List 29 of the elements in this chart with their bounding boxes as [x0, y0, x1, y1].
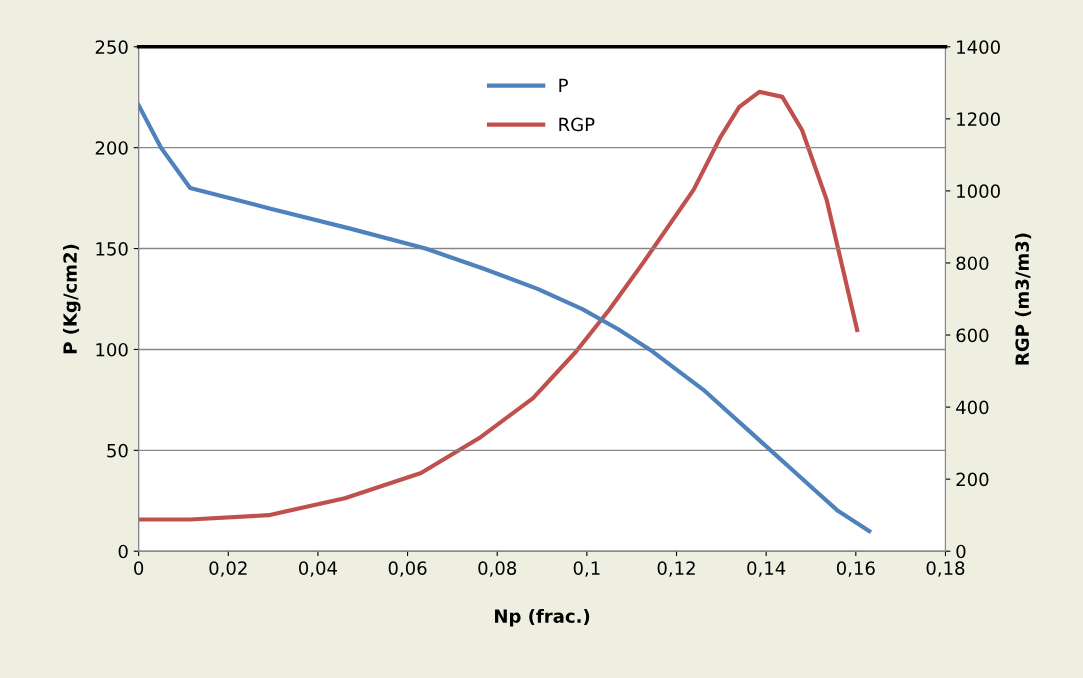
y2-tick-label: 1200	[957, 112, 1000, 126]
y2-axis-title: RGP (m3/m3)	[1015, 233, 1032, 365]
x-tick-label: 0,04	[299, 561, 338, 577]
x-tick-label: 0,14	[747, 561, 786, 577]
y-tick-label: 150	[96, 242, 128, 256]
x-tick-label: 0,08	[478, 561, 517, 577]
y2-tick-label: 800	[956, 256, 989, 271]
x-axis-title: Np (frac.)	[495, 608, 590, 627]
y-tick-label: 50	[107, 443, 128, 458]
y-tick-label: 100	[96, 342, 128, 357]
y-tick-label: 200	[95, 141, 128, 155]
x-tick-label: 0,18	[926, 561, 965, 577]
legend-label: P	[559, 78, 568, 92]
legend-label: RGP	[559, 117, 595, 132]
y2-tick-label: 1400	[957, 40, 1000, 54]
y-tick-label: 250	[95, 40, 128, 54]
y2-tick-label: 1000	[957, 184, 1000, 199]
y-tick-label: 0	[118, 544, 128, 559]
y-axis-title: P (Kg/cm2)	[62, 244, 81, 354]
y2-tick-label: 0	[956, 544, 966, 559]
y2-tick-label: 400	[956, 400, 989, 415]
y2-tick-label: 600	[956, 328, 989, 343]
x-tick-label: 0,02	[209, 561, 247, 577]
x-tick-label: 0	[134, 561, 144, 575]
x-tick-label: 0,1	[573, 561, 600, 577]
x-tick-label: 0,06	[388, 561, 427, 577]
y2-tick-label: 200	[956, 472, 989, 487]
x-tick-label: 0,16	[836, 561, 875, 577]
x-tick-label: 0,12	[657, 561, 695, 577]
